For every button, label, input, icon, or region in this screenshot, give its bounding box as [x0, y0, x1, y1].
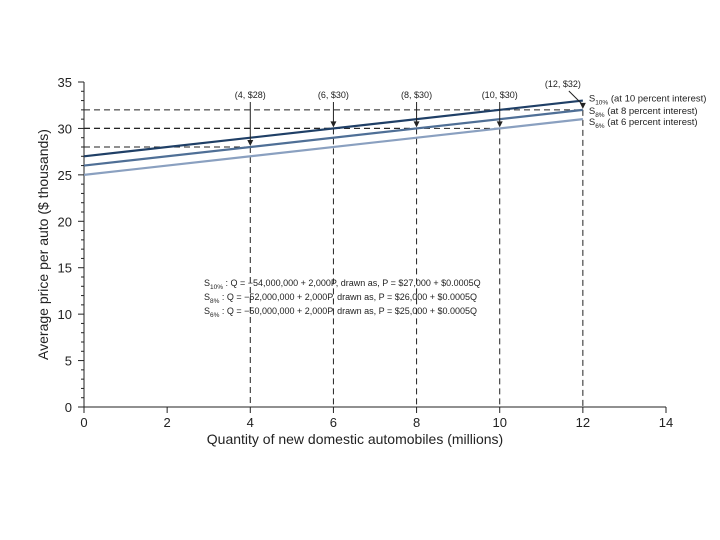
y-axis-title: Average price per auto ($ thousands) [35, 129, 51, 360]
line-label: S8% (at 8 percent interest) [589, 106, 698, 119]
x-tick-label: 2 [164, 415, 171, 430]
y-tick-label: 35 [58, 75, 72, 90]
annotation-arrowhead [330, 121, 337, 128]
x-tick-label: 8 [413, 415, 420, 430]
x-tick-label: 4 [247, 415, 254, 430]
x-tick-label: 10 [492, 415, 506, 430]
x-tick-label: 6 [330, 415, 337, 430]
line-label: S6% (at 6 percent interest) [589, 117, 698, 130]
equation-line: S6% : Q = −50,000,000 + 2,000P, drawn as… [204, 306, 477, 319]
x-axis-title: Quantity of new domestic automobiles (mi… [207, 431, 503, 447]
equation-line: S10% : Q = −54,000,000 + 2,000P, drawn a… [204, 278, 481, 291]
y-tick-label: 30 [58, 121, 72, 136]
y-tick-label: 0 [65, 400, 72, 415]
point-annotation-label: (10, $30) [482, 90, 518, 100]
point-annotation-label: (8, $30) [401, 90, 432, 100]
line-label: S10% (at 10 percent interest) [589, 94, 707, 107]
x-tick-label: 12 [576, 415, 590, 430]
x-tick-label: 0 [80, 415, 87, 430]
y-tick-label: 5 [65, 354, 72, 369]
point-annotation-label: (6, $30) [318, 90, 349, 100]
equation-block: S10% : Q = −54,000,000 + 2,000P, drawn a… [204, 278, 481, 319]
y-tick-label: 20 [58, 214, 72, 229]
dashed-guides [84, 109, 584, 407]
y-tick-label: 25 [58, 168, 72, 183]
y-tick-label: 15 [58, 261, 72, 276]
equation-line: S8% : Q = −52,000,000 + 2,000P, drawn as… [204, 292, 477, 305]
annotation-arrowhead [496, 121, 503, 128]
annotation-arrowhead [247, 140, 254, 146]
axes: 0 5 10 15 20 25 30 35 0 2 4 6 8 10 12 14 [58, 75, 674, 430]
point-annotation-label: (4, $28) [235, 90, 266, 100]
annotation-arrowhead [579, 102, 586, 109]
supply-line-6pct [83, 118, 583, 176]
point-annotation-label: (12, $32) [545, 79, 581, 89]
annotation-arrow-line [568, 90, 584, 106]
x-tick-label: 14 [659, 415, 673, 430]
y-tick-label: 10 [58, 307, 72, 322]
point-annotations: (4, $28) (6, $30) (8, $30) (10, $30) (12, $3… [235, 79, 586, 146]
line-labels: S10% (at 10 percent interest)S8% (at 8 p… [589, 94, 707, 131]
annotation-arrowhead [413, 121, 420, 128]
